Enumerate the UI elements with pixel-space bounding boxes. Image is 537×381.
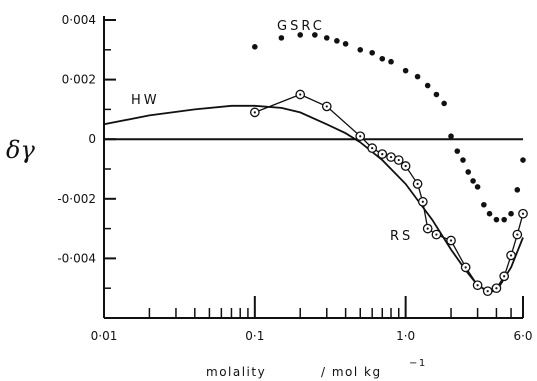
series-gsrc-point xyxy=(414,73,421,80)
series-gsrc-point xyxy=(520,157,526,163)
y-axis-label: δγ xyxy=(6,136,35,164)
series-gsrc-point xyxy=(493,216,500,223)
series-gsrc-point xyxy=(514,187,521,193)
x-axis-label: molality xyxy=(206,365,266,379)
ticks: 0·004 0·002 0 -0·002 -0·004 0·01 0·1 1·0 6·0 xyxy=(57,13,532,343)
series-gsrc-point xyxy=(470,178,476,184)
series-gsrc-point xyxy=(252,44,258,50)
series-rs-point-center xyxy=(464,266,467,269)
series-gsrc-point xyxy=(474,184,481,190)
series-rs-point-center xyxy=(421,200,424,203)
series-gsrc-point xyxy=(357,47,364,53)
y-tick-label: 0·002 xyxy=(62,73,96,87)
series-rs-point-center xyxy=(486,290,489,293)
series-rs-point-center xyxy=(426,227,429,230)
series-gsrc-point xyxy=(334,38,340,44)
series-gsrc-point xyxy=(402,67,409,74)
axes xyxy=(103,16,523,319)
series-gsrc-point xyxy=(501,216,507,223)
series-gsrc-point xyxy=(342,41,349,47)
series-gsrc-point xyxy=(448,133,454,140)
y-tick-label: -0·002 xyxy=(57,192,96,206)
series-rs-line xyxy=(254,93,524,292)
y-tick-label: -0·004 xyxy=(57,251,96,265)
series-gsrc-point xyxy=(323,35,330,41)
x-axis-unit: / mol kg xyxy=(321,365,382,379)
annotation-gsrc: GSRC xyxy=(277,19,325,34)
series-gsrc-point xyxy=(460,157,466,163)
series-gsrc xyxy=(252,32,526,223)
series-rs-point-center xyxy=(404,164,407,168)
series-rs-point-center xyxy=(381,153,384,156)
y-tick-label: 0 xyxy=(88,132,96,146)
series-rs-point-center xyxy=(503,275,506,278)
series-rs-point-center xyxy=(325,105,328,108)
series-rs-point-center xyxy=(449,239,453,242)
x-axis-unit-exponent: −1 xyxy=(409,358,427,369)
series-gsrc-point xyxy=(379,55,386,62)
series-rs-point-center xyxy=(359,135,362,138)
series-gsrc-point xyxy=(481,201,487,208)
series-hw-line xyxy=(103,104,524,293)
series-rs xyxy=(249,89,528,297)
x-tick-label: 6·0 xyxy=(513,329,532,343)
series-rs-point-center xyxy=(389,155,393,159)
series-gsrc-point xyxy=(441,100,447,107)
x-tick-label: 1·0 xyxy=(396,329,415,343)
series-gsrc-point xyxy=(312,32,318,38)
series-hw xyxy=(103,104,524,293)
series-gsrc-point xyxy=(388,58,394,65)
series-gsrc-point xyxy=(278,35,285,41)
series-rs-point-center xyxy=(495,287,498,290)
y-tick-label: 0·004 xyxy=(62,13,96,27)
series-rs-point-center xyxy=(516,233,519,236)
series-gsrc-point xyxy=(508,210,514,217)
annotation-hw: HW xyxy=(131,93,160,108)
series-layer xyxy=(103,32,528,297)
series-gsrc-point xyxy=(424,82,431,89)
series-rs-point-center xyxy=(397,158,400,162)
series-rs-point-center xyxy=(435,233,438,236)
x-tick-label: 0·01 xyxy=(91,329,118,343)
series-rs-point-center xyxy=(509,254,513,257)
series-rs-point-center xyxy=(521,212,525,215)
series-rs-point-center xyxy=(371,147,374,150)
series-rs-point-center xyxy=(416,182,419,185)
series-gsrc-point xyxy=(297,32,304,38)
series-gsrc-point xyxy=(369,49,375,56)
x-tick-label: 0·1 xyxy=(245,329,264,343)
series-rs-point-center xyxy=(299,93,302,96)
series-rs-point-center xyxy=(476,284,479,287)
series-gsrc-point xyxy=(433,91,440,98)
series-gsrc-point xyxy=(465,169,472,175)
series-gsrc-point xyxy=(454,148,461,154)
annotation-rs: RS xyxy=(390,229,413,244)
x-axis-label-group: molality / mol kg −1 xyxy=(206,358,427,379)
series-rs-point-center xyxy=(253,111,256,114)
series-gsrc-point xyxy=(486,210,493,217)
